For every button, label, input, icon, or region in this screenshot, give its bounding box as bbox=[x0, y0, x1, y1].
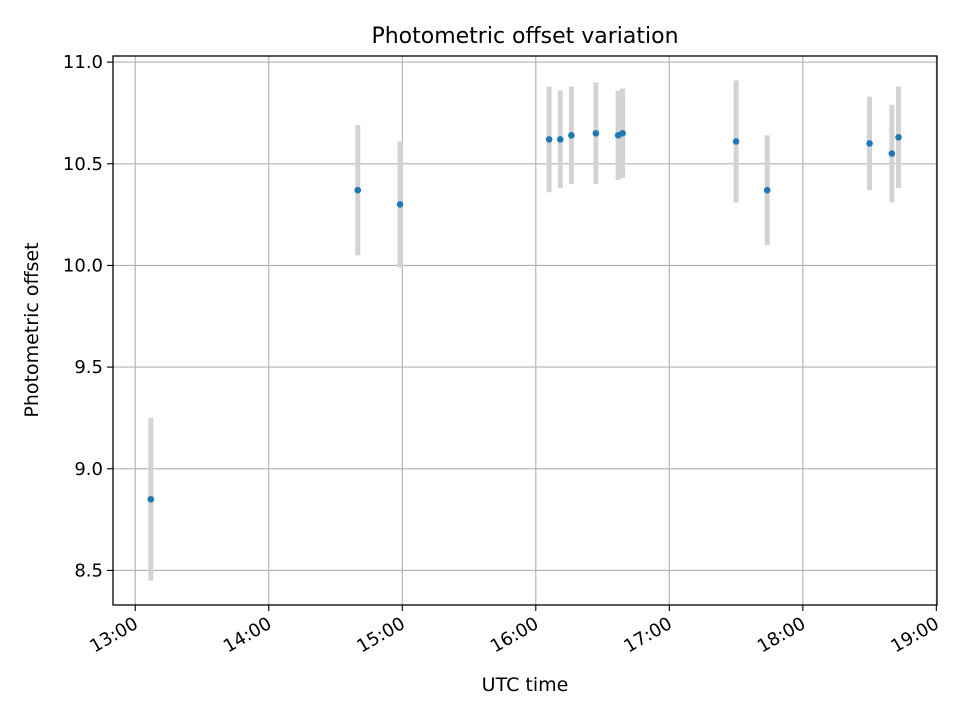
y-tick-label: 11.0 bbox=[63, 52, 103, 73]
data-point bbox=[619, 129, 626, 137]
data-point bbox=[888, 150, 896, 157]
y-axis-ticks: 8.5 9.0 9.5 10.0 10.5 11.0 bbox=[63, 52, 113, 581]
plot-frame bbox=[112, 55, 938, 606]
data-points bbox=[147, 129, 902, 503]
data-point bbox=[354, 186, 362, 194]
y-tick-label: 10.5 bbox=[63, 154, 103, 175]
data-point bbox=[556, 136, 564, 143]
y-tick-label: 10.0 bbox=[63, 255, 103, 276]
data-point bbox=[545, 136, 553, 143]
x-tick-label: 15:00 bbox=[353, 613, 408, 657]
x-tick-label: 19:00 bbox=[887, 613, 942, 657]
x-tick-label: 17:00 bbox=[620, 613, 675, 657]
chart-title: Photometric offset variation bbox=[371, 24, 678, 49]
y-tick-label: 9.5 bbox=[74, 357, 103, 378]
error-bars bbox=[148, 80, 902, 581]
x-tick-label: 13:00 bbox=[86, 613, 141, 657]
data-point bbox=[396, 201, 404, 208]
data-point bbox=[147, 495, 155, 503]
x-axis-label: UTC time bbox=[482, 674, 569, 696]
y-tick-label: 9.0 bbox=[74, 459, 103, 480]
x-tick-label: 18:00 bbox=[754, 613, 809, 657]
x-tick-label: 14:00 bbox=[220, 613, 275, 657]
data-point bbox=[763, 186, 771, 194]
data-point bbox=[866, 140, 873, 147]
data-point bbox=[732, 138, 740, 145]
x-axis-ticks: 13:00 14:00 15:00 16:00 17:00 18:00 19:00 bbox=[86, 605, 943, 657]
grid-lines bbox=[113, 56, 937, 605]
data-point bbox=[895, 134, 902, 141]
y-tick-label: 8.5 bbox=[74, 560, 103, 581]
y-axis-label: Photometric offset bbox=[21, 242, 43, 417]
data-point bbox=[592, 129, 600, 137]
x-tick-label: 16:00 bbox=[487, 613, 542, 657]
data-point bbox=[568, 132, 575, 139]
